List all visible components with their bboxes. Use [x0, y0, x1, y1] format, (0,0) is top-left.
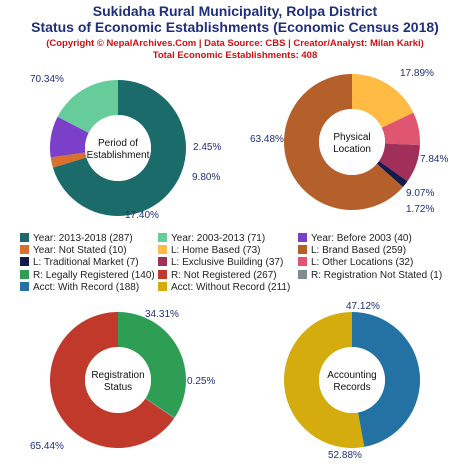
donut-slice	[57, 80, 118, 133]
legend-swatch	[158, 245, 167, 255]
slice-percent-label: 52.88%	[328, 450, 362, 461]
legend-item: Acct: Without Record (211)	[158, 281, 291, 293]
donut-slice	[50, 312, 175, 448]
donut-slice	[118, 312, 186, 418]
donut-center-label: Records	[333, 382, 370, 393]
donut-slice	[381, 112, 420, 146]
slice-percent-label: 7.84%	[420, 154, 448, 165]
slice-percent-label: 17.89%	[400, 68, 434, 79]
donut-center-label: Location	[333, 144, 371, 155]
slice-percent-label: 17.40%	[125, 210, 159, 221]
slice-percent-label: 9.07%	[406, 188, 434, 199]
donut-center-label: Physical	[333, 132, 370, 143]
donut-slice	[52, 80, 186, 217]
total-line: Total Economic Establishments: 408	[152, 50, 318, 61]
legend-label: L: Home Based (73)	[171, 245, 261, 257]
legend-item: Year: Before 2003 (40)	[298, 233, 412, 244]
legend-label: Year: 2013-2018 (287)	[33, 233, 133, 244]
legend-item: Acct: With Record (188)	[20, 281, 140, 293]
donut-slice	[50, 152, 87, 168]
donut-center-label: Accounting	[327, 370, 376, 381]
donut-slice	[284, 74, 403, 210]
slice-percent-label: 9.80%	[192, 172, 220, 183]
donut-hole	[319, 347, 385, 413]
legend-swatch	[158, 269, 167, 279]
donut-slice	[352, 74, 414, 128]
donut-slice	[50, 116, 89, 158]
slice-percent-label: 65.44%	[30, 441, 64, 452]
legend-label: Year: Not Stated (10)	[33, 245, 127, 257]
legend-swatch	[298, 269, 307, 279]
legend-swatch	[20, 233, 29, 242]
legend-swatch	[158, 281, 167, 291]
legend-swatch	[158, 257, 167, 267]
legend-swatch	[20, 281, 29, 291]
donut-slice	[283, 312, 365, 449]
legend-label: L: Other Locations (32)	[311, 257, 414, 269]
legend-item: L: Brand Based (259)	[298, 245, 406, 256]
legend-item: L: Traditional Market (7)	[20, 257, 139, 268]
legend-swatch	[298, 257, 307, 267]
legend-swatch	[158, 233, 167, 242]
slice-percent-label: 47.12%	[346, 301, 380, 312]
legend-label: R: Registration Not Stated (1)	[311, 269, 443, 281]
legend-swatch	[20, 245, 29, 255]
donut-hole	[85, 347, 151, 413]
legend-label: R: Legally Registered (140)	[33, 269, 155, 281]
legend-label: Year: Before 2003 (40)	[311, 233, 412, 244]
legend-item: Year: 2013-2018 (287)	[20, 233, 133, 244]
donut-center-label: Establishment	[87, 150, 150, 161]
slice-percent-label: 63.48%	[250, 134, 284, 145]
donut-slice	[352, 312, 420, 447]
legend-label: L: Traditional Market (7)	[33, 257, 139, 269]
chart-subtitle: Status of Economic Establishments (Econo…	[31, 19, 439, 35]
slice-percent-label: 34.31%	[145, 309, 179, 320]
credit-line: (Copyright © NepalArchives.Com | Data So…	[46, 38, 424, 49]
legend-item: Year: Not Stated (10)	[20, 245, 127, 256]
legend-swatch	[20, 257, 29, 267]
legend-label: R: Not Registered (267)	[171, 269, 277, 281]
legend-label: L: Brand Based (259)	[311, 245, 407, 257]
legend-item: R: Not Registered (267)	[158, 269, 277, 281]
slice-percent-label: 1.72%	[406, 204, 434, 215]
legend-item: L: Exclusive Building (37)	[158, 257, 283, 268]
legend-item: R: Registration Not Stated (1)	[298, 269, 443, 281]
legend-item: Year: 2003-2013 (71)	[158, 233, 265, 244]
donut-hole	[85, 115, 151, 181]
legend-swatch	[298, 245, 307, 255]
donut-center-label: Registration	[91, 370, 144, 381]
donut-slice	[378, 143, 420, 182]
slice-percent-label: 0.25%	[187, 376, 215, 387]
slice-percent-label: 70.34%	[30, 74, 64, 85]
legend-item: L: Other Locations (32)	[298, 257, 413, 268]
legend-item: L: Home Based (73)	[158, 245, 261, 256]
donut-center-label: Period of	[98, 138, 138, 149]
legend-label: Acct: With Record (188)	[33, 281, 140, 293]
legend-swatch	[298, 233, 307, 242]
legend-label: Acct: Without Record (211)	[171, 281, 291, 293]
slice-percent-label: 2.45%	[193, 142, 221, 153]
legend-label: L: Exclusive Building (37)	[171, 257, 284, 269]
chart-title: Sukidaha Rural Municipality, Rolpa Distr…	[92, 3, 378, 19]
legend-swatch	[20, 269, 29, 279]
donut-slice	[145, 398, 175, 419]
donut-slice	[376, 161, 408, 188]
legend-label: Year: 2003-2013 (71)	[171, 233, 266, 244]
donut-center-label: Status	[104, 382, 132, 393]
legend-item: R: Legally Registered (140)	[20, 269, 155, 281]
donut-hole	[319, 109, 385, 175]
